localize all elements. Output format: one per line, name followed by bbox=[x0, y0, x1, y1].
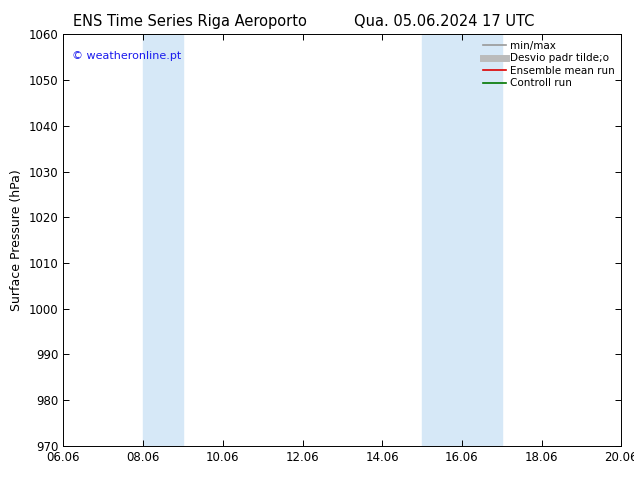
Text: © weatheronline.pt: © weatheronline.pt bbox=[72, 51, 181, 61]
Y-axis label: Surface Pressure (hPa): Surface Pressure (hPa) bbox=[10, 169, 23, 311]
Text: Qua. 05.06.2024 17 UTC: Qua. 05.06.2024 17 UTC bbox=[354, 14, 534, 29]
Bar bbox=[422, 34, 501, 446]
Legend: min/max, Desvio padr tilde;o, Ensemble mean run, Controll run: min/max, Desvio padr tilde;o, Ensemble m… bbox=[480, 37, 618, 92]
Bar bbox=[143, 34, 183, 446]
Text: ENS Time Series Riga Aeroporto: ENS Time Series Riga Aeroporto bbox=[74, 14, 307, 29]
